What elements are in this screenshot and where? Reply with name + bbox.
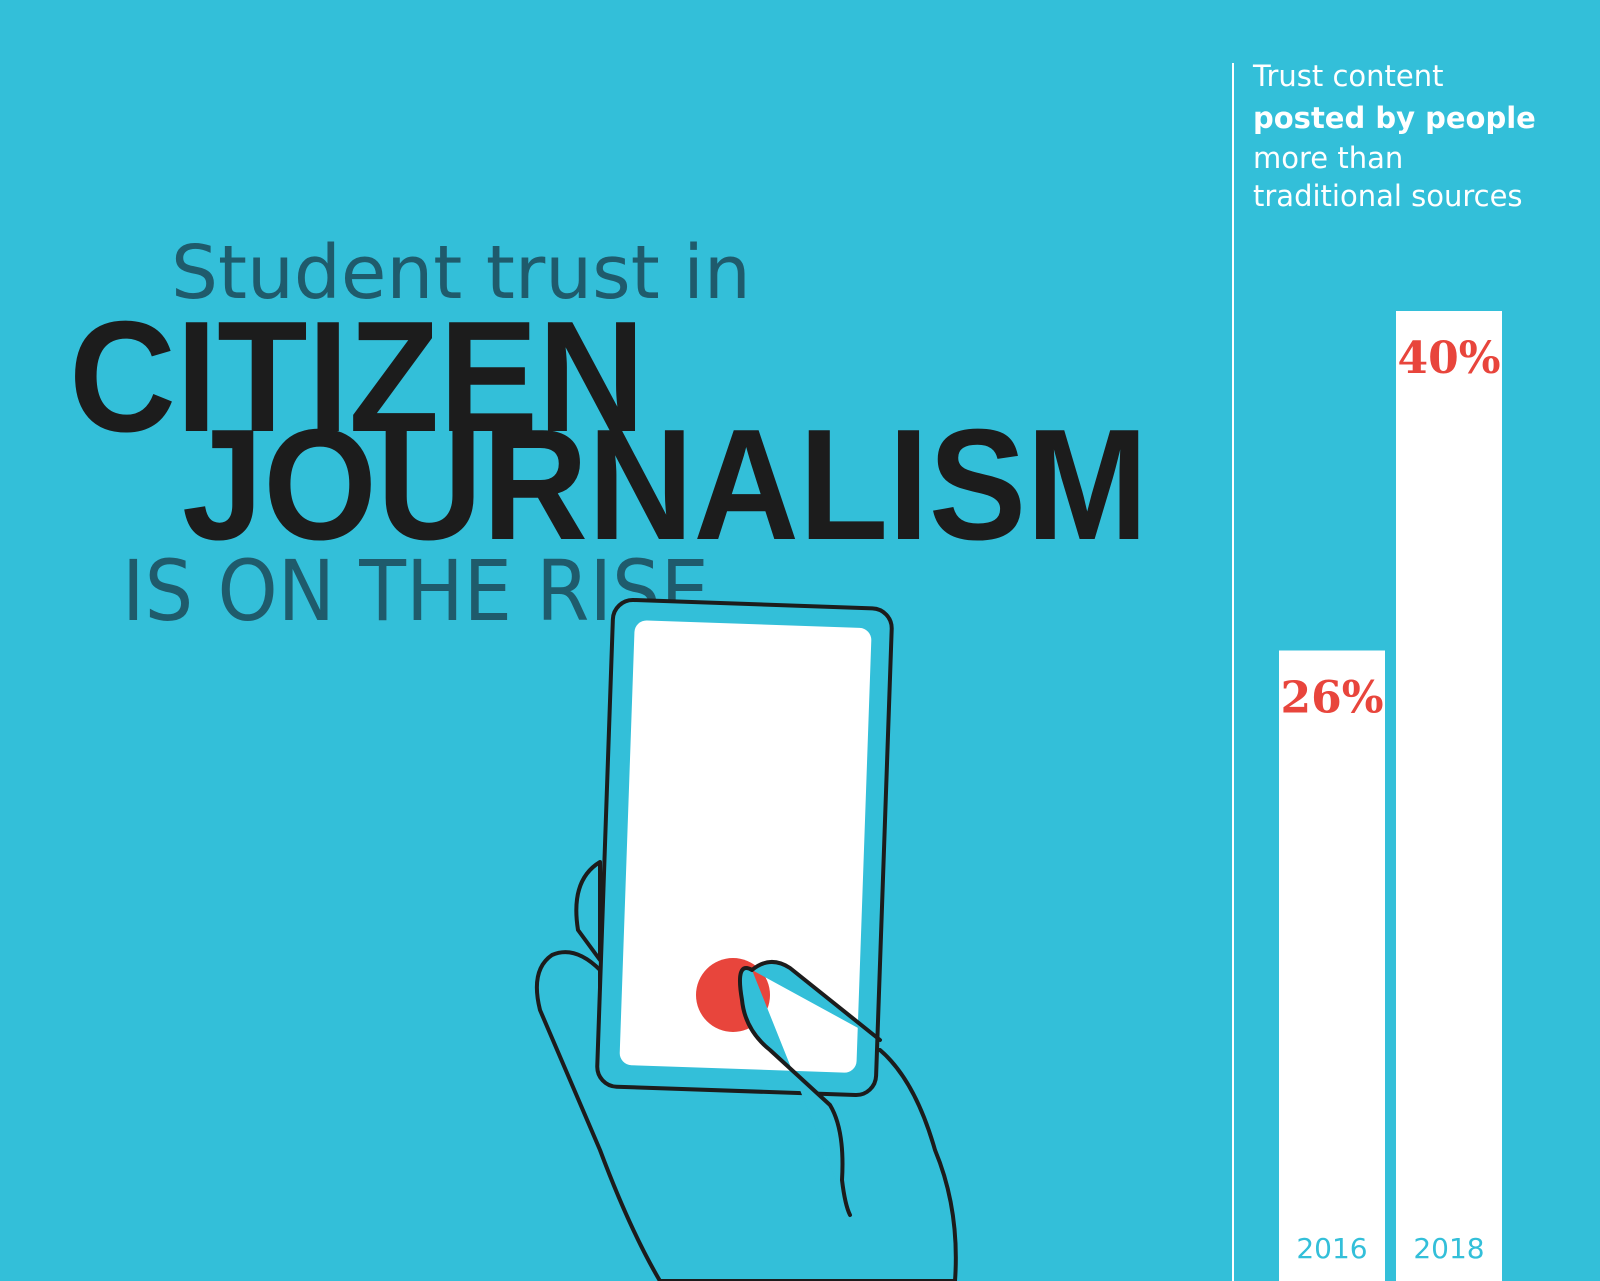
palm [534,950,958,1281]
subtitle-line: Trust content [1252,59,1443,93]
title-line: CITIZEN [69,289,645,465]
value-label: 40% [1397,333,1500,384]
subtitle-line: more than [1253,141,1403,175]
x-tick-label: 2018 [1413,1232,1484,1265]
title-line: Student trust in [171,230,751,316]
subtitle-line: traditional sources [1253,179,1523,213]
phone-screen [619,620,872,1073]
x-tick-label: 2016 [1296,1232,1367,1265]
finger [574,860,602,962]
bar [1279,650,1385,1281]
title-line: JOURNALISM [182,397,1148,573]
hand-illustration [534,597,958,1281]
subtitle-line: posted by people [1253,101,1536,135]
thumb [738,960,882,1217]
bar [1396,311,1502,1281]
value-label: 26% [1280,673,1383,724]
